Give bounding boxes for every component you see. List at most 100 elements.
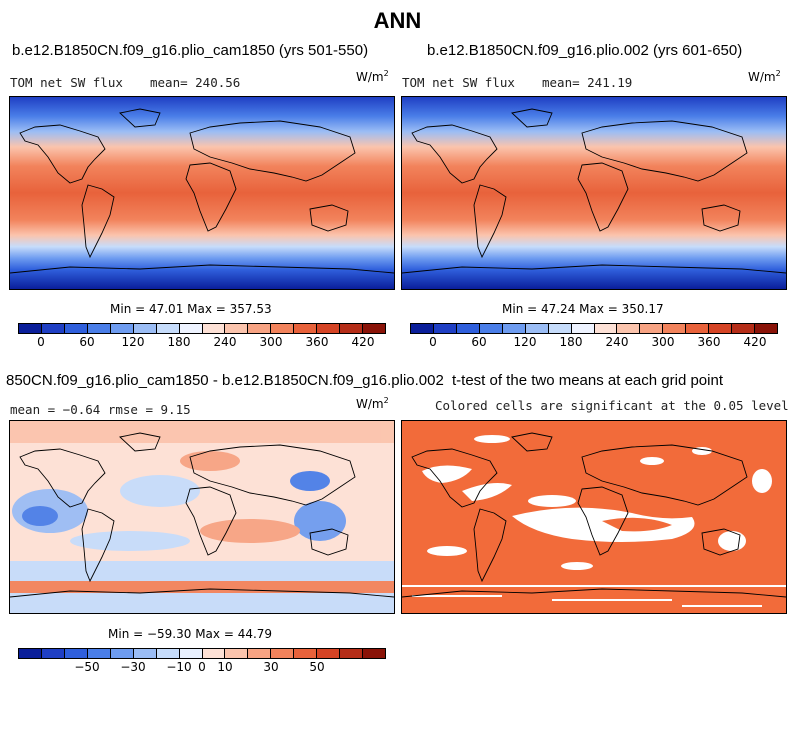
colorbar-swatch — [317, 649, 341, 658]
colorbar-swatch — [225, 649, 249, 658]
colorbar-swatch — [686, 324, 710, 333]
panel3-colorbar-ticks: −50 −30 −10 0 10 30 50 — [18, 660, 386, 676]
colorbar-swatch — [617, 324, 641, 333]
colorbar-swatch — [363, 324, 385, 333]
colorbar-swatch — [594, 324, 618, 333]
panel1-map-svg — [10, 97, 394, 289]
colorbar-swatch — [110, 324, 134, 333]
panel3-map — [9, 420, 395, 614]
colorbar-tick-label: 180 — [167, 335, 191, 349]
panel2-colorbar-ticks: 0 60 120 180 240 300 360 420 — [410, 335, 778, 351]
colorbar-tick-label: 60 — [471, 335, 487, 349]
colorbar-tick-label: 0 — [198, 660, 206, 674]
panel2-mean: mean= 241.19 — [542, 75, 633, 90]
colorbar-tick-label: −10 — [166, 660, 192, 674]
colorbar-tick-label: −50 — [74, 660, 100, 674]
panel3-title: 850CN.f09_g16.plio_cam1850 - b.e12.B1850… — [6, 372, 444, 389]
colorbar-swatch — [64, 649, 88, 658]
panel3-units: W/m2 — [356, 396, 389, 411]
colorbar-tick-label: 240 — [605, 335, 629, 349]
colorbar-swatch — [202, 649, 226, 658]
colorbar-tick-label: 300 — [259, 335, 283, 349]
colorbar-swatch — [271, 649, 295, 658]
colorbar-tick-label: 180 — [559, 335, 583, 349]
colorbar-swatch — [433, 324, 457, 333]
panel1-colorbar — [18, 323, 386, 334]
colorbar-swatch — [317, 324, 341, 333]
colorbar-swatch — [755, 324, 777, 333]
colorbar-tick-label: 420 — [743, 335, 767, 349]
panel4-title: t-test of the two means at each grid poi… — [452, 372, 723, 389]
colorbar-tick-label: 360 — [697, 335, 721, 349]
colorbar-tick-label: 120 — [121, 335, 145, 349]
colorbar-swatch — [179, 649, 203, 658]
panel1-mean: mean= 240.56 — [150, 75, 241, 90]
panel3-map-svg — [10, 421, 394, 613]
colorbar-swatch — [640, 324, 664, 333]
colorbar-swatch — [248, 324, 272, 333]
panel4-map — [401, 420, 787, 614]
colorbar-swatch — [271, 324, 295, 333]
colorbar-swatch — [340, 649, 364, 658]
colorbar-tick-label: 30 — [263, 660, 279, 674]
panel2-variable: TOM net SW flux — [402, 75, 515, 90]
panel1-map — [9, 96, 395, 290]
colorbar-swatch — [663, 324, 687, 333]
colorbar-tick-label: −30 — [120, 660, 146, 674]
panel4-map-svg — [402, 421, 786, 613]
colorbar-swatch — [363, 649, 385, 658]
colorbar-swatch — [19, 324, 42, 333]
panel2-colorbar — [410, 323, 778, 334]
colorbar-swatch — [225, 324, 249, 333]
colorbar-swatch — [571, 324, 595, 333]
colorbar-swatch — [294, 649, 318, 658]
panel3-stats: mean = −0.64 rmse = 9.15 — [10, 402, 191, 417]
colorbar-swatch — [525, 324, 549, 333]
colorbar-swatch — [411, 324, 434, 333]
colorbar-swatch — [294, 324, 318, 333]
panel3-minmax: Min = −59.30 Max = 44.79 — [108, 627, 273, 641]
colorbar-swatch — [156, 324, 180, 333]
colorbar-swatch — [110, 649, 134, 658]
colorbar-tick-label: 360 — [305, 335, 329, 349]
colorbar-swatch — [179, 324, 203, 333]
colorbar-swatch — [340, 324, 364, 333]
colorbar-swatch — [456, 324, 480, 333]
colorbar-tick-label: 60 — [79, 335, 95, 349]
panel2-title: b.e12.B1850CN.f09_g16.plio.002 (yrs 601-… — [427, 42, 743, 59]
colorbar-swatch — [133, 649, 157, 658]
colorbar-tick-label: 10 — [217, 660, 233, 674]
panel3-colorbar — [18, 648, 386, 659]
panel1-minmax: Min = 47.01 Max = 357.53 — [110, 302, 272, 316]
colorbar-tick-label: 120 — [513, 335, 537, 349]
panel1-units: W/m2 — [356, 69, 389, 84]
colorbar-swatch — [19, 649, 42, 658]
colorbar-tick-label: 420 — [351, 335, 375, 349]
colorbar-swatch — [41, 649, 65, 658]
colorbar-tick-label: 0 — [37, 335, 45, 349]
panel2-map-svg — [402, 97, 786, 289]
panel2-units: W/m2 — [748, 69, 781, 84]
colorbar-tick-label: 50 — [309, 660, 325, 674]
panel2-map — [401, 96, 787, 290]
colorbar-swatch — [709, 324, 733, 333]
colorbar-swatch — [64, 324, 88, 333]
colorbar-swatch — [87, 324, 111, 333]
colorbar-swatch — [41, 324, 65, 333]
colorbar-tick-label: 300 — [651, 335, 675, 349]
colorbar-swatch — [479, 324, 503, 333]
colorbar-swatch — [248, 649, 272, 658]
colorbar-swatch — [502, 324, 526, 333]
colorbar-swatch — [202, 324, 226, 333]
panel4-subtitle: Colored cells are significant at the 0.0… — [435, 398, 789, 413]
colorbar-swatch — [87, 649, 111, 658]
panel1-colorbar-ticks: 0 60 120 180 240 300 360 420 — [18, 335, 386, 351]
colorbar-swatch — [156, 649, 180, 658]
panel1-variable: TOM net SW flux — [10, 75, 123, 90]
panel1-title: b.e12.B1850CN.f09_g16.plio_cam1850 (yrs … — [12, 42, 369, 59]
colorbar-swatch — [133, 324, 157, 333]
main-title: ANN — [373, 8, 422, 33]
colorbar-swatch — [548, 324, 572, 333]
panel2-minmax: Min = 47.24 Max = 350.17 — [502, 302, 664, 316]
colorbar-swatch — [732, 324, 756, 333]
